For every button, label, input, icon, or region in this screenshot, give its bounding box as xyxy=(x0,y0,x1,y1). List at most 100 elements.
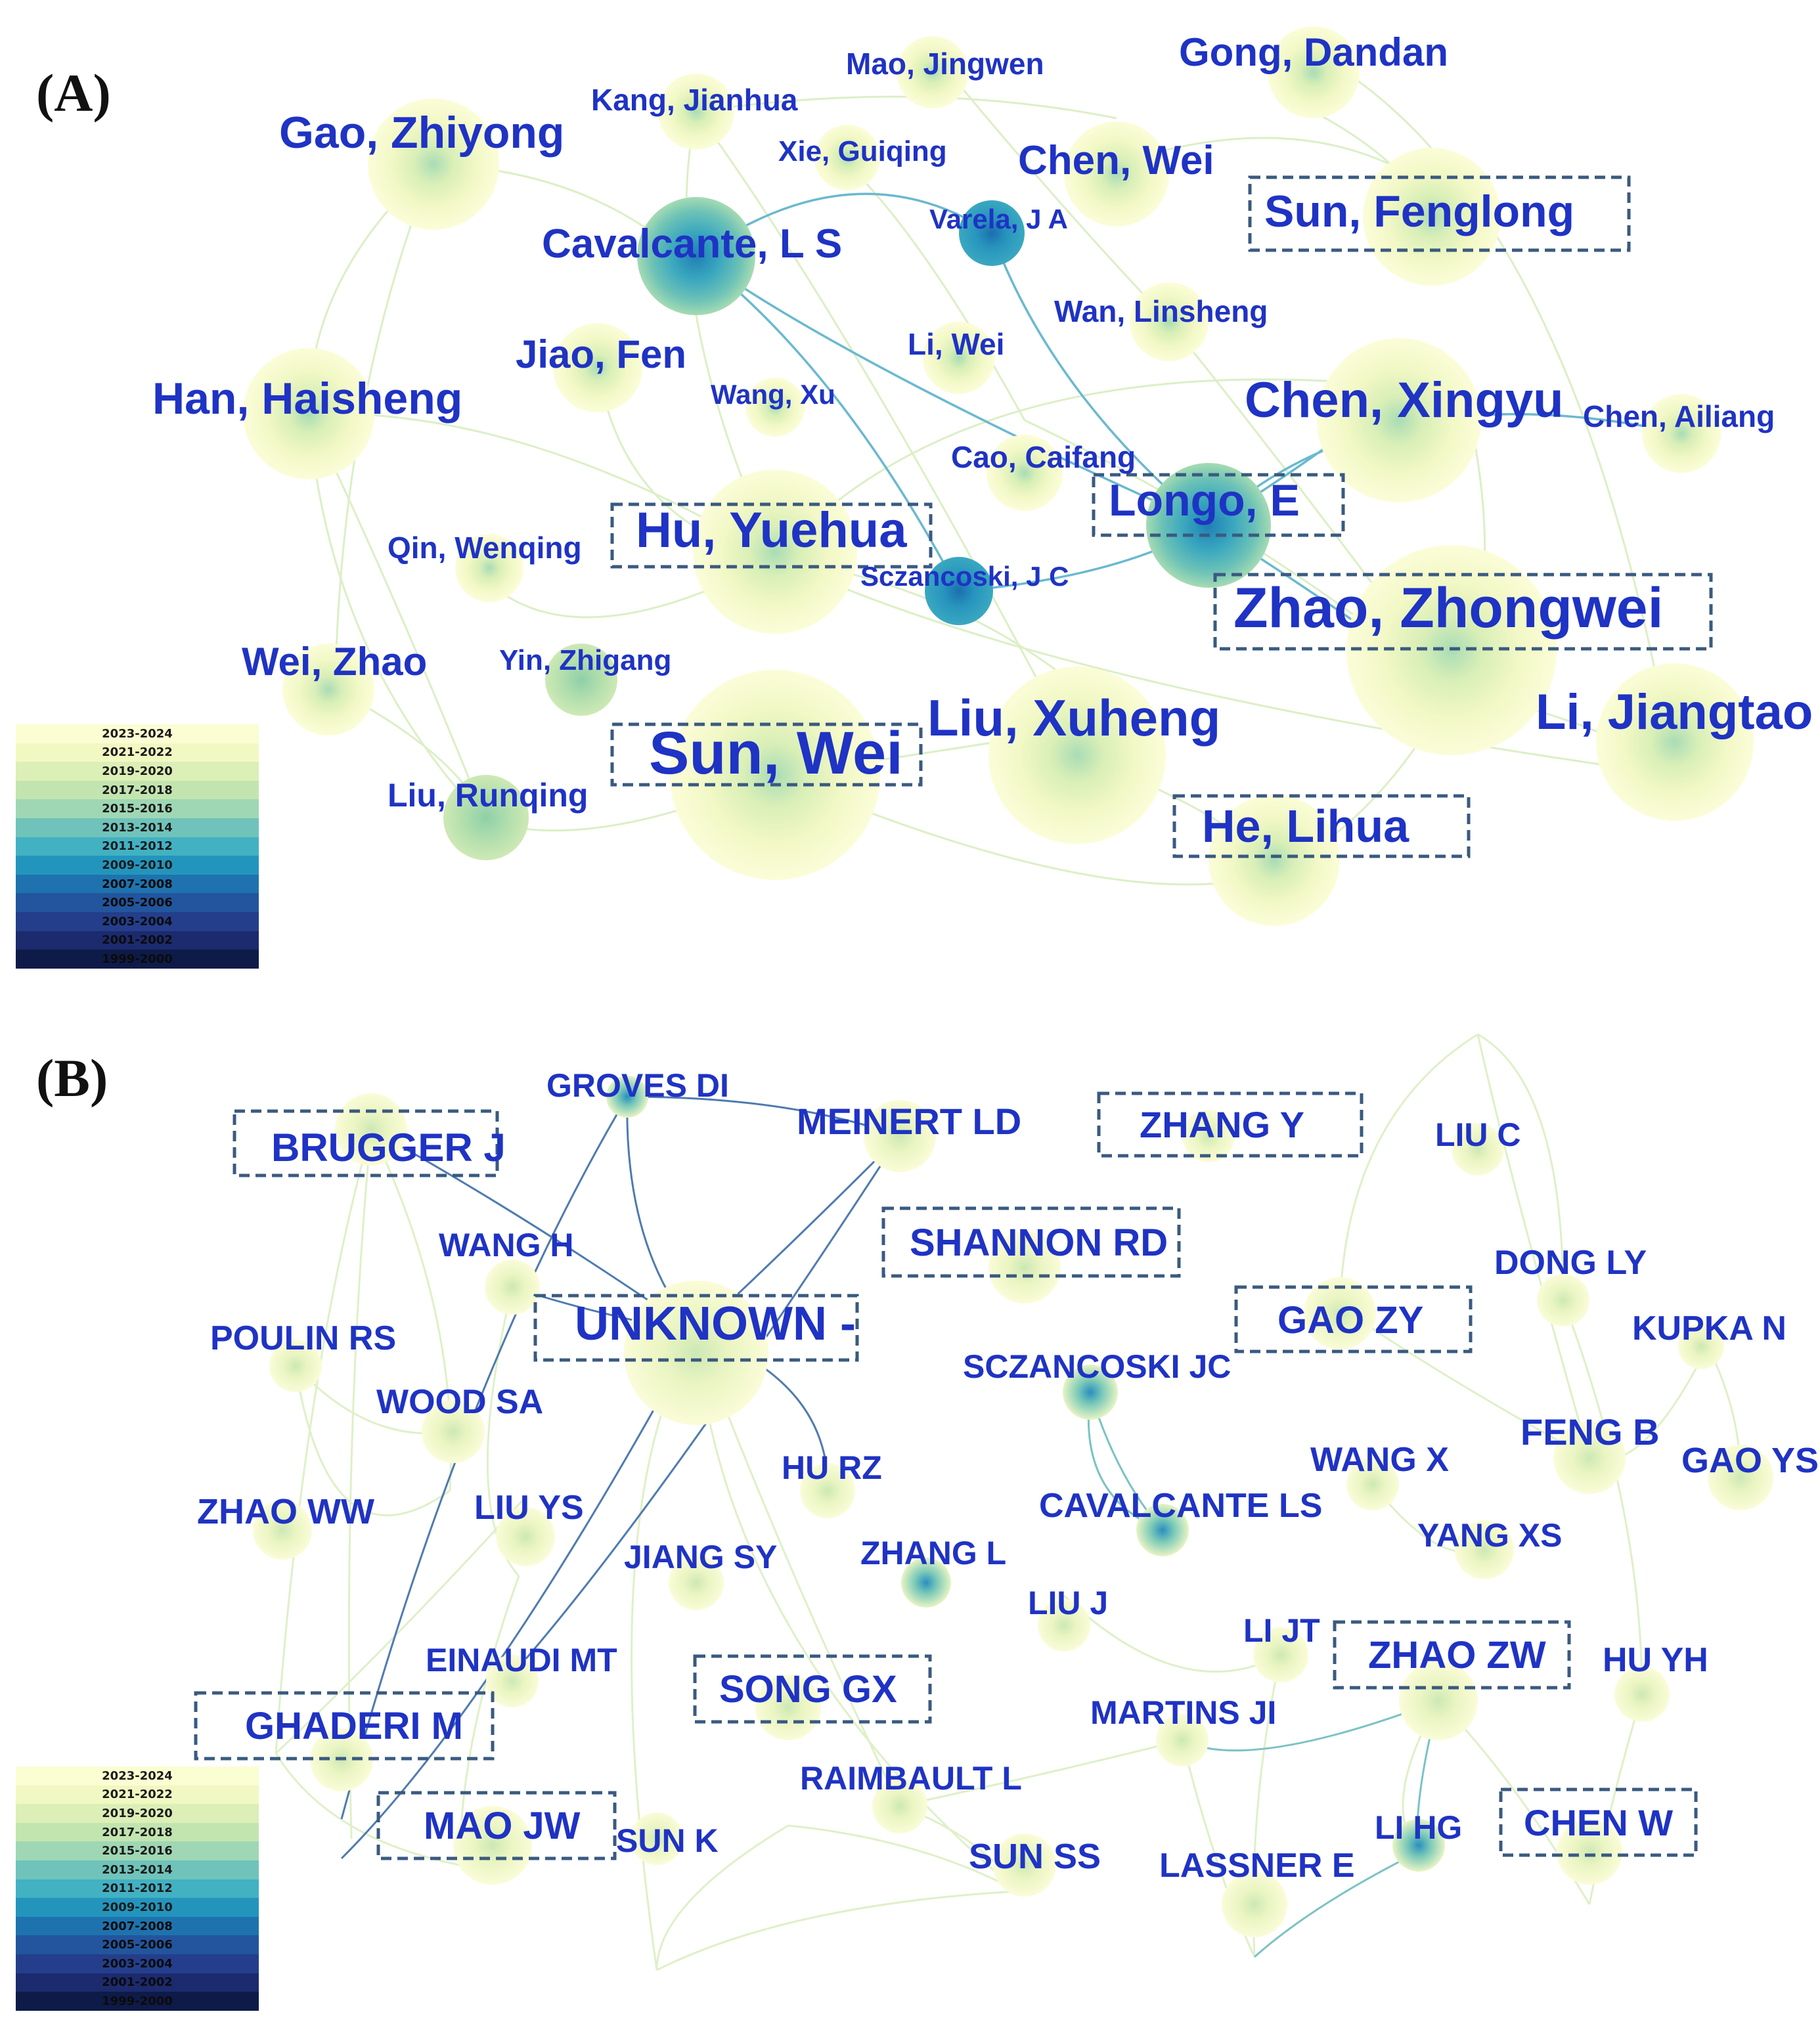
legend-entry: 2015-2016 xyxy=(16,799,259,818)
label-he-lihua: He, Lihua xyxy=(1202,801,1409,852)
node-chen-xingyu[interactable] xyxy=(1317,338,1481,502)
legend-entry: 2003-2004 xyxy=(16,911,259,931)
label-qin-wenqing: Qin, Wenqing xyxy=(388,531,582,565)
label-jiao-fen: Jiao, Fen xyxy=(516,332,686,376)
panel-b: (B) xyxy=(0,985,1820,2018)
node-chen-wei[interactable] xyxy=(1064,121,1169,227)
node-han-haisheng[interactable] xyxy=(243,348,374,479)
label-einaudi-mt: EINAUDI MT xyxy=(426,1642,617,1678)
label-liu-xuheng: Liu, Xuheng xyxy=(927,689,1220,747)
node-wang-h[interactable] xyxy=(485,1260,540,1315)
label-gao-zy: GAO ZY xyxy=(1277,1299,1423,1342)
node-sczancoski-jc[interactable] xyxy=(925,557,993,625)
label-zhao-ww: ZHAO WW xyxy=(197,1492,374,1531)
node-cavalcante-ls[interactable] xyxy=(637,197,755,315)
node-groves-di[interactable] xyxy=(606,1076,648,1118)
node-chen-w[interactable] xyxy=(1557,1819,1622,1885)
label-liu-runqing: Liu, Runqing xyxy=(388,777,588,814)
node-jiang-sy[interactable] xyxy=(669,1555,724,1610)
node-wang-xu[interactable] xyxy=(745,378,805,437)
node-unknown[interactable] xyxy=(624,1281,768,1425)
label-groves-di: GROVES DI xyxy=(546,1067,729,1104)
node-mao-jingwen[interactable] xyxy=(897,36,969,108)
node-gong-dandan[interactable] xyxy=(1268,26,1360,118)
legend-entry: 2011-2012 xyxy=(16,837,259,856)
legend-entry: 2009-2010 xyxy=(16,1898,259,1917)
node-hu-yuehua[interactable] xyxy=(693,470,857,634)
node-longo-e[interactable] xyxy=(1146,463,1271,588)
node-kupka-n[interactable] xyxy=(1678,1323,1724,1369)
node-liu-ys[interactable] xyxy=(496,1507,555,1566)
label-wang-xu: Wang, Xu xyxy=(711,379,835,410)
node-raimbault-l[interactable] xyxy=(872,1778,927,1833)
node-gao-zy[interactable] xyxy=(1304,1277,1376,1349)
node-li-jiangtao[interactable] xyxy=(1596,663,1754,821)
node-liu-runqing[interactable] xyxy=(443,775,529,860)
node-mao-jw[interactable] xyxy=(453,1806,532,1885)
node-kang-jianhua[interactable] xyxy=(658,74,734,150)
node-wang-x[interactable] xyxy=(1346,1458,1399,1510)
node-cavalcante-ls-b[interactable] xyxy=(1136,1504,1189,1556)
box-song-gx xyxy=(693,1654,932,1724)
node-zhao-zw[interactable] xyxy=(1399,1661,1478,1740)
node-martins-ji[interactable] xyxy=(1156,1714,1209,1766)
node-chen-ailiang[interactable] xyxy=(1642,394,1721,473)
node-gao-zhiyong[interactable] xyxy=(368,99,499,230)
legend-entry: 2017-2018 xyxy=(16,780,259,800)
node-zhang-l[interactable] xyxy=(901,1558,951,1608)
label-li-wei: Li, Wei xyxy=(908,327,1004,361)
legend-entry: 2017-2018 xyxy=(16,1822,259,1842)
legend-entry: 2009-2010 xyxy=(16,856,259,875)
node-liu-c[interactable] xyxy=(1452,1123,1504,1175)
node-li-jt[interactable] xyxy=(1253,1627,1308,1682)
node-hu-yh[interactable] xyxy=(1614,1667,1670,1722)
node-varela-ja[interactable] xyxy=(959,200,1025,266)
node-wood-sa[interactable] xyxy=(422,1400,485,1463)
node-zhang-y[interactable] xyxy=(1182,1110,1235,1162)
label-ghaderi-m: GHADERI M xyxy=(245,1705,463,1747)
node-sun-wei[interactable] xyxy=(670,670,880,880)
node-feng-b[interactable] xyxy=(1553,1422,1626,1494)
panel-a-nodes xyxy=(243,26,1754,926)
label-gao-ys: GAO YS xyxy=(1681,1441,1819,1480)
node-dong-ly[interactable] xyxy=(1537,1274,1589,1327)
label-gao-zhiyong: Gao, Zhiyong xyxy=(279,108,564,158)
box-zhang-y xyxy=(1097,1091,1364,1158)
label-zhao-zw: ZHAO ZW xyxy=(1368,1634,1546,1677)
node-he-lihua[interactable] xyxy=(1209,795,1340,926)
node-wan-linsheng[interactable] xyxy=(1130,282,1209,361)
label-jiang-sy: JIANG SY xyxy=(624,1539,777,1575)
node-einaudi-mt[interactable] xyxy=(486,1655,539,1707)
legend-entry: 2011-2012 xyxy=(16,1879,259,1898)
node-jiao-fen[interactable] xyxy=(553,323,642,412)
node-hu-rz[interactable] xyxy=(800,1463,855,1518)
label-longo-e: Longo, E xyxy=(1109,475,1300,525)
node-wei-zhao[interactable] xyxy=(282,644,374,735)
label-hu-rz: HU RZ xyxy=(782,1449,882,1486)
node-gao-ys[interactable] xyxy=(1708,1445,1773,1510)
node-song-gx[interactable] xyxy=(755,1675,821,1740)
node-liu-j[interactable] xyxy=(1038,1599,1090,1652)
node-li-hg[interactable] xyxy=(1392,1819,1445,1872)
node-poulin-rs[interactable] xyxy=(269,1340,322,1392)
label-brugger-j: BRUGGER J xyxy=(271,1126,506,1170)
node-cao-caifang[interactable] xyxy=(987,435,1063,511)
node-xie-guiqing[interactable] xyxy=(814,125,880,190)
panel-b-legend: 2023-2024 2021-2022 2019-2020 2017-2018 2015… xyxy=(16,1766,259,2011)
node-liu-xuheng[interactable] xyxy=(988,667,1166,844)
node-sczancoski-jc-b[interactable] xyxy=(1063,1365,1118,1420)
node-meinert-ld[interactable] xyxy=(864,1100,936,1172)
label-yang-xs: YANG XS xyxy=(1417,1517,1562,1554)
node-yang-xs[interactable] xyxy=(1455,1520,1514,1579)
node-li-wei[interactable] xyxy=(923,322,995,394)
node-lassner-e[interactable] xyxy=(1222,1872,1287,1937)
node-sun-ss[interactable] xyxy=(993,1833,1056,1897)
label-liu-c: LIU C xyxy=(1435,1116,1521,1153)
node-qin-wenqing[interactable] xyxy=(455,534,523,602)
label-cavalcante-ls: Cavalcante, L S xyxy=(542,221,842,267)
node-shannon-rd[interactable] xyxy=(988,1231,1061,1304)
node-sun-k[interactable] xyxy=(631,1812,683,1865)
panel-a-legend: 2023-2024 2021-2022 2019-2020 2017-2018 2015… xyxy=(16,724,259,969)
node-yin-zhigang[interactable] xyxy=(545,644,617,716)
node-zhao-ww[interactable] xyxy=(253,1501,312,1560)
